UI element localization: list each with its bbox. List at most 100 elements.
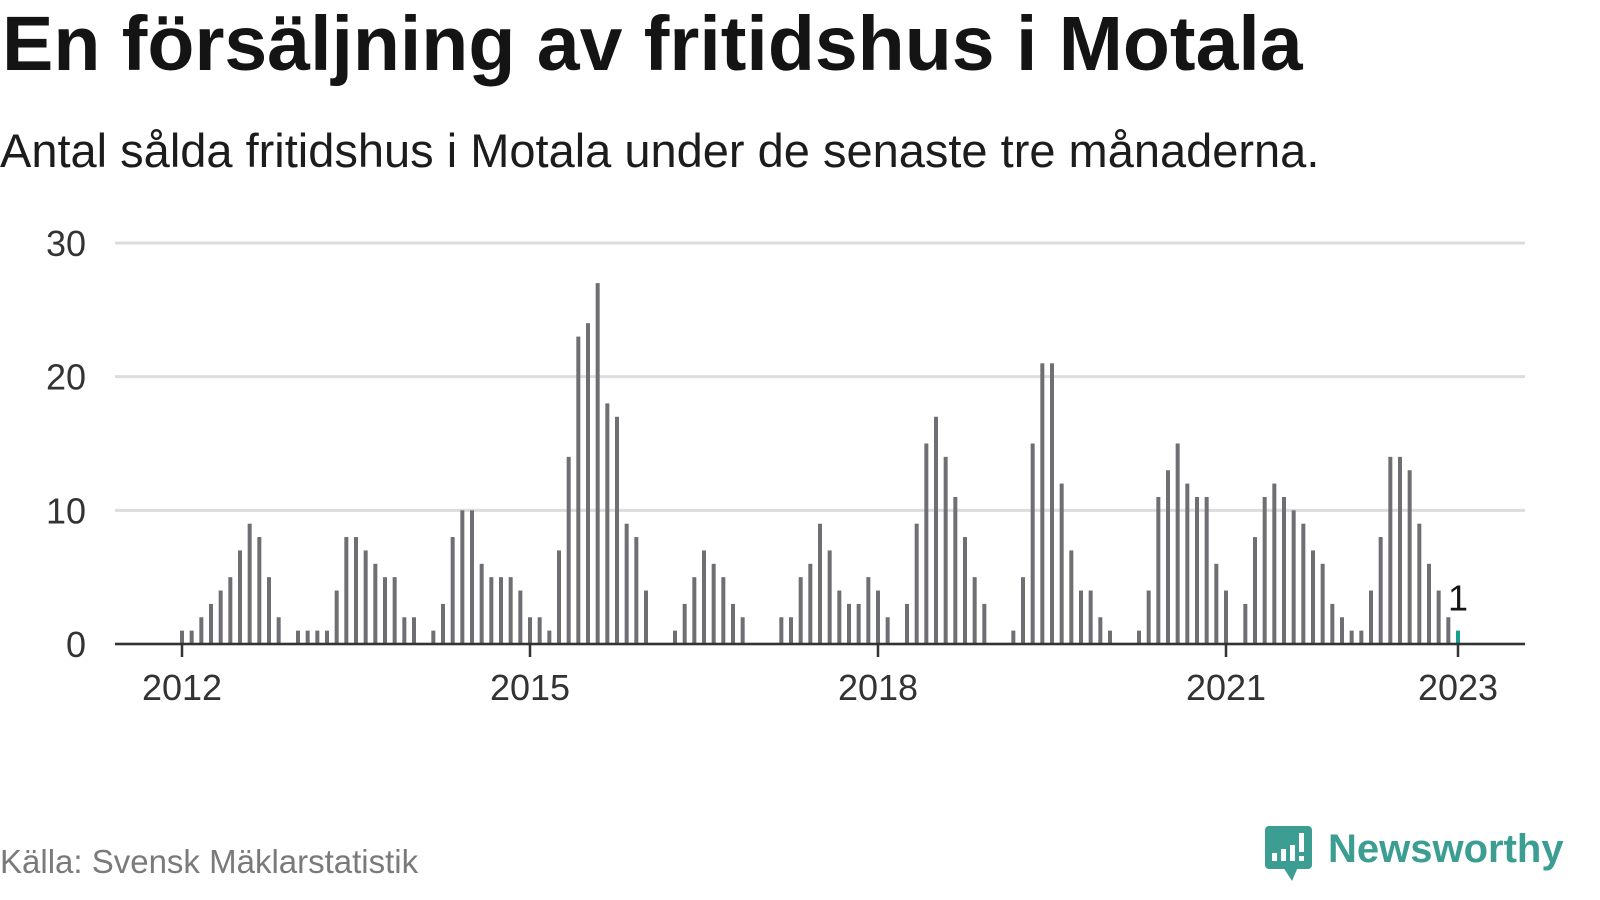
bar-2016-07: [702, 550, 706, 644]
bar-2020-05: [1146, 590, 1151, 644]
bar-2016-09: [721, 577, 726, 644]
bar-2015-04: [557, 550, 561, 644]
bar-2021-03: [1243, 603, 1248, 644]
bar-2022-09: [1417, 523, 1422, 644]
bar-2013-07: [354, 537, 358, 644]
bar-2017-10: [847, 603, 851, 644]
y-tick-label: 30: [46, 223, 86, 264]
bar-2020-08: [1175, 443, 1180, 644]
bar-2016-05: [682, 603, 687, 644]
bar-2015-01: [528, 617, 532, 644]
bar-2021-06: [1272, 483, 1277, 644]
bar-2012-04: [209, 603, 213, 644]
bar-2021-07: [1282, 496, 1286, 644]
bar-2019-05: [1030, 443, 1035, 644]
bar-2012-03: [199, 617, 204, 644]
bar-2019-10: [1079, 590, 1083, 644]
bar-2014-10: [499, 577, 503, 644]
bar-2022-08: [1407, 470, 1412, 644]
bar-2014-04: [441, 603, 445, 644]
bar-2022-11: [1436, 590, 1441, 644]
bar-2014-08: [479, 563, 484, 644]
bar-2018-08: [943, 456, 948, 644]
bar-2013-02: [305, 630, 310, 644]
bar-2012-01: [180, 630, 184, 644]
bar-2020-12: [1214, 563, 1219, 644]
bar-2020-01: [1108, 630, 1112, 644]
bar-2021-09: [1301, 523, 1306, 644]
bar-2012-05: [218, 590, 223, 644]
bar-2020-09: [1185, 483, 1190, 644]
bar-2017-11: [856, 603, 861, 644]
bar-2021-12: [1330, 603, 1335, 644]
bar-2018-01: [876, 590, 880, 644]
bar-2014-12: [518, 590, 523, 644]
bar-2017-08: [827, 550, 832, 644]
bar-2016-06: [692, 577, 697, 644]
bar-2020-07: [1166, 470, 1170, 644]
x-tick-label: 2015: [490, 667, 570, 708]
bar-series: 1: [180, 283, 1468, 644]
bar-2014-06: [460, 510, 465, 644]
x-tick-label: 2012: [142, 667, 222, 708]
bar-2013-10: [383, 577, 387, 644]
bar-2019-11: [1088, 590, 1093, 644]
x-axis: 2012 2015 2018 2021 2023: [115, 642, 1525, 708]
newsworthy-logo: Newsworthy: [1265, 826, 1564, 881]
bar-2017-09: [837, 590, 842, 644]
bar-2017-07: [818, 523, 822, 644]
bar-2022-10: [1427, 563, 1431, 644]
bar-2015-10: [615, 416, 619, 644]
bar-2015-08: [595, 283, 600, 644]
bar-2021-05: [1262, 496, 1267, 644]
bar-2020-06: [1156, 496, 1161, 644]
bar-2015-06: [576, 336, 581, 644]
bar-2012-07: [238, 550, 242, 644]
bar-2013-12: [402, 617, 407, 644]
bar-2012-09: [257, 537, 262, 644]
x-tick-label: 2018: [838, 667, 918, 708]
bar-2013-01: [296, 630, 300, 644]
bar-2022-01: [1340, 617, 1344, 644]
bar-2018-10: [963, 537, 967, 644]
bar-2013-08: [363, 550, 368, 644]
bar-2016-11: [740, 617, 745, 644]
bar-2014-03: [431, 630, 436, 644]
bar-2022-07: [1398, 456, 1402, 644]
bar-2016-10: [731, 603, 735, 644]
source-note: Källa: Svensk Mäklarstatistik: [0, 843, 419, 880]
bar-2012-11: [276, 617, 281, 644]
bar-2012-06: [228, 577, 233, 644]
bar-2021-10: [1311, 550, 1315, 644]
bar-2020-11: [1204, 496, 1209, 644]
bar-2012-10: [267, 577, 271, 644]
bar-2015-03: [547, 630, 552, 644]
bar-2016-01: [644, 590, 648, 644]
bar-2014-09: [489, 577, 494, 644]
bar-2015-11: [624, 523, 629, 644]
bar-2012-02: [189, 630, 194, 644]
bar-2022-04: [1369, 590, 1373, 644]
bar-2012-08: [247, 523, 252, 644]
bar-2022-05: [1378, 537, 1383, 644]
highlight-bar-2023-01: [1456, 630, 1460, 644]
y-axis-labels: 0 10 20 30: [46, 223, 86, 665]
bar-2017-05: [798, 577, 803, 644]
bar-2015-02: [537, 617, 542, 644]
bar-2021-04: [1253, 537, 1257, 644]
bar-2022-02: [1349, 630, 1354, 644]
bar-2015-09: [605, 403, 610, 644]
bar-2014-11: [508, 577, 513, 644]
x-tick-label: 2021: [1186, 667, 1266, 708]
bar-2017-06: [808, 563, 813, 644]
bar-2017-04: [789, 617, 793, 644]
bar-2015-07: [586, 323, 590, 644]
bar-2019-09: [1069, 550, 1074, 644]
bar-2013-11: [392, 577, 397, 644]
bar-2021-01: [1224, 590, 1228, 644]
bar-2021-11: [1320, 563, 1325, 644]
bar-2014-01: [412, 617, 416, 644]
bar-2020-04: [1137, 630, 1141, 644]
chart-title: En försäljning av fritidshus i Motala: [2, 1, 1304, 87]
